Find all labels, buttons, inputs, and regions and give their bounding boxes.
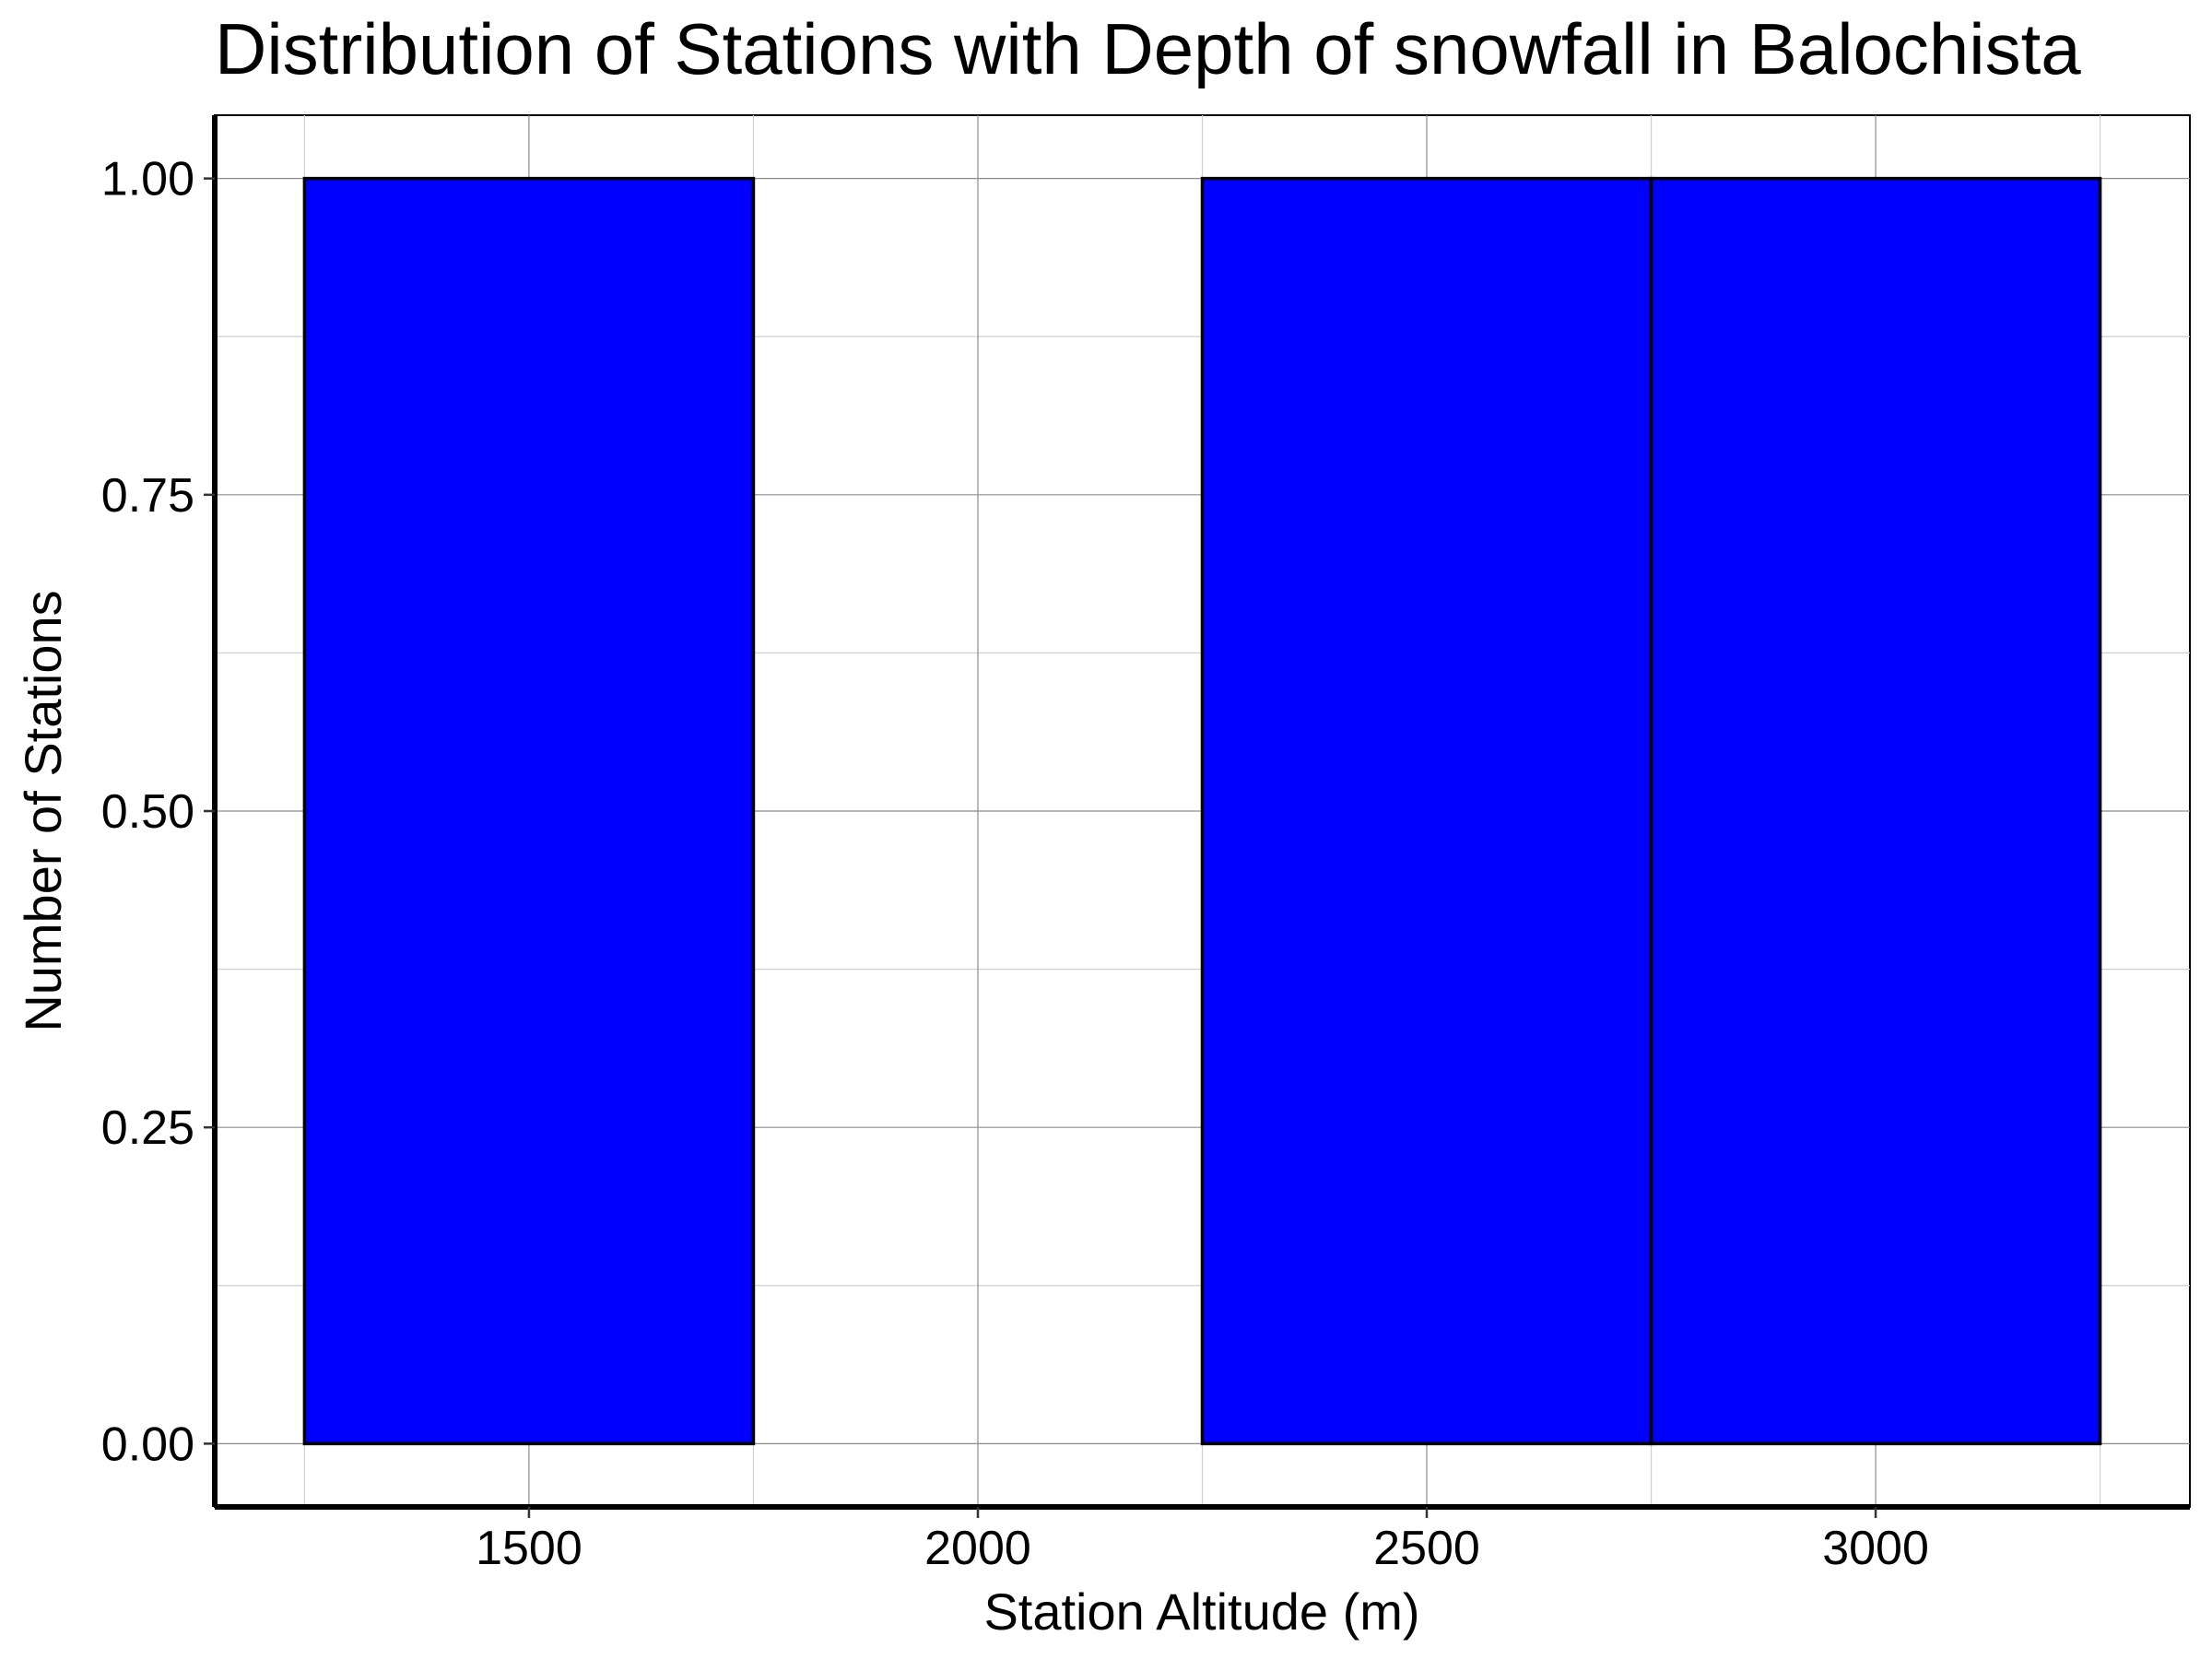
x-tick-label: 2500 <box>1373 1522 1480 1575</box>
x-axis-ticks: 1500 2000 2500 3000 <box>476 1507 1929 1575</box>
x-tick-label: 1500 <box>476 1522 582 1575</box>
y-tick-label: 0.00 <box>101 1418 194 1471</box>
histogram-bar <box>302 176 756 1446</box>
y-tick-label: 0.25 <box>101 1101 194 1155</box>
histogram-bar <box>1200 176 1653 1446</box>
y-tick-label: 0.75 <box>101 469 194 523</box>
x-tick-label: 2000 <box>924 1522 1031 1575</box>
y-axis-label: Number of Stations <box>14 590 72 1031</box>
y-tick-label: 1.00 <box>101 153 194 206</box>
histogram-bar <box>1649 176 2102 1446</box>
x-tick-label: 3000 <box>1822 1522 1929 1575</box>
chart-title: Distribution of Stations with Depth of s… <box>215 8 2081 89</box>
y-axis-ticks: 0.00 0.25 0.50 0.75 1.00 <box>101 153 215 1471</box>
histogram-bars <box>302 176 2102 1446</box>
x-axis-label: Station Altitude (m) <box>983 1583 1419 1641</box>
y-tick-label: 0.50 <box>101 785 194 839</box>
